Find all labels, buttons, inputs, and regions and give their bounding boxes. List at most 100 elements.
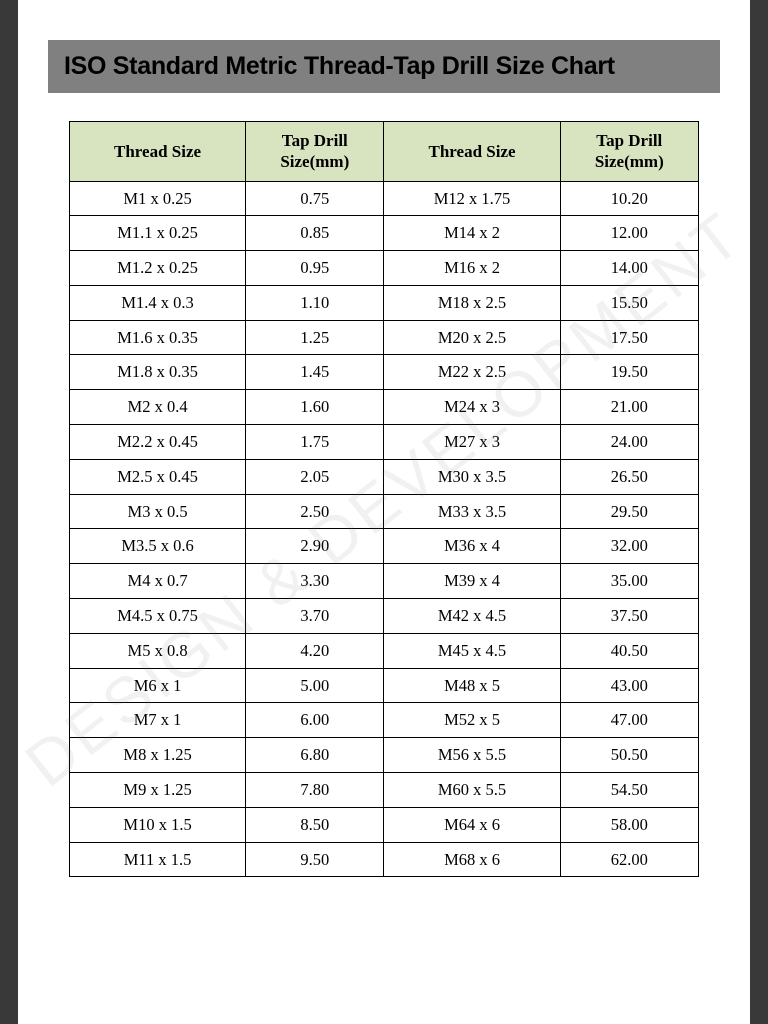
table-cell: 0.85 <box>246 216 384 251</box>
table-cell: M14 x 2 <box>384 216 560 251</box>
table-cell: M68 x 6 <box>384 842 560 877</box>
table-row: M9 x 1.257.80M60 x 5.554.50 <box>70 773 699 808</box>
table-cell: 10.20 <box>560 181 698 216</box>
table-cell: 1.45 <box>246 355 384 390</box>
table-cell: M60 x 5.5 <box>384 773 560 808</box>
table-cell: M1.1 x 0.25 <box>70 216 246 251</box>
table-cell: 32.00 <box>560 529 698 564</box>
table-cell: M18 x 2.5 <box>384 285 560 320</box>
table-cell: 0.75 <box>246 181 384 216</box>
table-cell: 7.80 <box>246 773 384 808</box>
table-cell: M1.6 x 0.35 <box>70 320 246 355</box>
table-row: M3.5 x 0.62.90M36 x 432.00 <box>70 529 699 564</box>
table-cell: M1.2 x 0.25 <box>70 251 246 286</box>
table-cell: M3 x 0.5 <box>70 494 246 529</box>
table-cell: 8.50 <box>246 807 384 842</box>
table-row: M3 x 0.52.50M33 x 3.529.50 <box>70 494 699 529</box>
table-row: M7 x 16.00M52 x 547.00 <box>70 703 699 738</box>
table-row: M1.8 x 0.351.45M22 x 2.519.50 <box>70 355 699 390</box>
table-cell: M7 x 1 <box>70 703 246 738</box>
table-cell: M2.2 x 0.45 <box>70 425 246 460</box>
table-row: M2 x 0.41.60M24 x 321.00 <box>70 390 699 425</box>
table-row: M2.5 x 0.452.05M30 x 3.526.50 <box>70 459 699 494</box>
table-row: M5 x 0.84.20M45 x 4.540.50 <box>70 633 699 668</box>
table-cell: 40.50 <box>560 633 698 668</box>
table-cell: M16 x 2 <box>384 251 560 286</box>
table-cell: M10 x 1.5 <box>70 807 246 842</box>
table-cell: 0.95 <box>246 251 384 286</box>
table-row: M1.6 x 0.351.25M20 x 2.517.50 <box>70 320 699 355</box>
title-bar: ISO Standard Metric Thread-Tap Drill Siz… <box>48 40 720 93</box>
table-row: M1.2 x 0.250.95M16 x 214.00 <box>70 251 699 286</box>
col-thread-size-2: Thread Size <box>384 122 560 182</box>
table-cell: M11 x 1.5 <box>70 842 246 877</box>
table-cell: M30 x 3.5 <box>384 459 560 494</box>
table-cell: 3.70 <box>246 599 384 634</box>
table-cell: 62.00 <box>560 842 698 877</box>
table-row: M1.4 x 0.31.10M18 x 2.515.50 <box>70 285 699 320</box>
table-cell: M33 x 3.5 <box>384 494 560 529</box>
table-cell: 14.00 <box>560 251 698 286</box>
table-cell: M24 x 3 <box>384 390 560 425</box>
table-cell: M2.5 x 0.45 <box>70 459 246 494</box>
table-cell: M6 x 1 <box>70 668 246 703</box>
table-cell: M39 x 4 <box>384 564 560 599</box>
table-cell: M1.8 x 0.35 <box>70 355 246 390</box>
table-cell: 2.05 <box>246 459 384 494</box>
table-cell: 5.00 <box>246 668 384 703</box>
table-cell: M36 x 4 <box>384 529 560 564</box>
table-cell: 3.30 <box>246 564 384 599</box>
table-cell: M20 x 2.5 <box>384 320 560 355</box>
table-cell: 21.00 <box>560 390 698 425</box>
table-cell: 1.60 <box>246 390 384 425</box>
table-row: M4 x 0.73.30M39 x 435.00 <box>70 564 699 599</box>
table-container: DESIGN & DEVELOPMENT Thread Size Tap Dri… <box>69 121 699 877</box>
table-row: M11 x 1.59.50M68 x 662.00 <box>70 842 699 877</box>
col-thread-size-1: Thread Size <box>70 122 246 182</box>
table-cell: 43.00 <box>560 668 698 703</box>
table-cell: M4 x 0.7 <box>70 564 246 599</box>
table-cell: 2.50 <box>246 494 384 529</box>
table-cell: M8 x 1.25 <box>70 738 246 773</box>
col-tap-drill-1: Tap DrillSize(mm) <box>246 122 384 182</box>
table-cell: 17.50 <box>560 320 698 355</box>
table-cell: 54.50 <box>560 773 698 808</box>
table-body: M1 x 0.250.75M12 x 1.7510.20M1.1 x 0.250… <box>70 181 699 877</box>
col-tap-drill-1-label: Tap DrillSize(mm) <box>280 131 349 171</box>
table-row: M4.5 x 0.753.70M42 x 4.537.50 <box>70 599 699 634</box>
table-row: M1.1 x 0.250.85M14 x 212.00 <box>70 216 699 251</box>
table-cell: 15.50 <box>560 285 698 320</box>
table-cell: 29.50 <box>560 494 698 529</box>
table-cell: M2 x 0.4 <box>70 390 246 425</box>
table-cell: 6.80 <box>246 738 384 773</box>
table-cell: M52 x 5 <box>384 703 560 738</box>
table-row: M1 x 0.250.75M12 x 1.7510.20 <box>70 181 699 216</box>
table-cell: 24.00 <box>560 425 698 460</box>
table-cell: 35.00 <box>560 564 698 599</box>
table-cell: 50.50 <box>560 738 698 773</box>
table-cell: M27 x 3 <box>384 425 560 460</box>
table-cell: M64 x 6 <box>384 807 560 842</box>
table-cell: 2.90 <box>246 529 384 564</box>
table-cell: M1 x 0.25 <box>70 181 246 216</box>
document-page: ISO Standard Metric Thread-Tap Drill Siz… <box>18 0 750 1024</box>
table-cell: M1.4 x 0.3 <box>70 285 246 320</box>
table-header-row: Thread Size Tap DrillSize(mm) Thread Siz… <box>70 122 699 182</box>
table-cell: M22 x 2.5 <box>384 355 560 390</box>
table-cell: 19.50 <box>560 355 698 390</box>
table-row: M2.2 x 0.451.75M27 x 324.00 <box>70 425 699 460</box>
table-cell: 37.50 <box>560 599 698 634</box>
table-cell: 47.00 <box>560 703 698 738</box>
table-cell: M4.5 x 0.75 <box>70 599 246 634</box>
col-tap-drill-2: Tap DrillSize(mm) <box>560 122 698 182</box>
table-cell: 58.00 <box>560 807 698 842</box>
table-cell: 4.20 <box>246 633 384 668</box>
table-row: M6 x 15.00M48 x 543.00 <box>70 668 699 703</box>
table-cell: M48 x 5 <box>384 668 560 703</box>
table-cell: 1.75 <box>246 425 384 460</box>
table-cell: M12 x 1.75 <box>384 181 560 216</box>
drill-size-table: Thread Size Tap DrillSize(mm) Thread Siz… <box>69 121 699 877</box>
table-cell: 9.50 <box>246 842 384 877</box>
table-cell: M3.5 x 0.6 <box>70 529 246 564</box>
table-row: M10 x 1.58.50M64 x 658.00 <box>70 807 699 842</box>
